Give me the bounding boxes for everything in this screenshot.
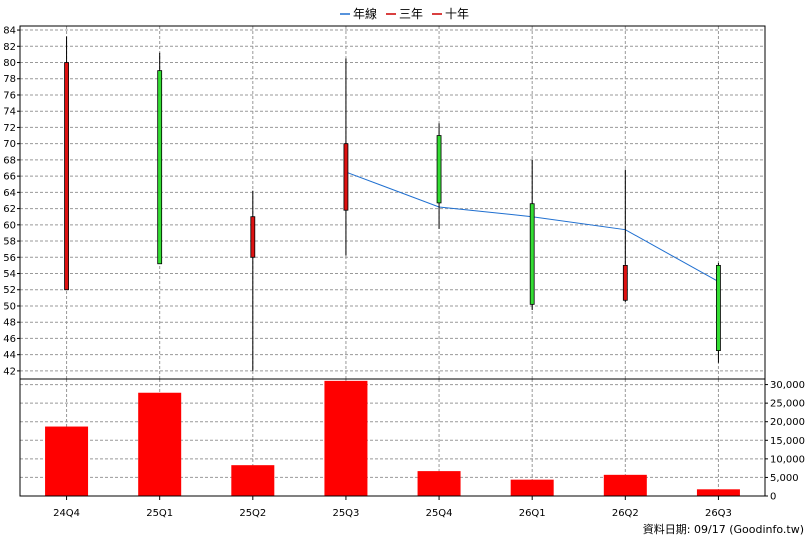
volume-tick-label: 15,000 xyxy=(770,436,805,447)
price-tick-label: 42 xyxy=(3,366,16,377)
price-tick-label: 56 xyxy=(3,253,16,264)
x-axis: 24Q4 25Q1 25Q2 25Q3 25Q4 26Q1 26Q2 26Q3 xyxy=(53,496,732,519)
x-tick-label: 25Q4 xyxy=(426,508,453,519)
price-tick-label: 82 xyxy=(3,42,16,53)
price-tick-label: 46 xyxy=(3,334,16,345)
candle-25Q3 xyxy=(343,58,349,256)
candle-body xyxy=(157,70,163,265)
legend-label-0: 年線 xyxy=(353,6,377,21)
x-tick-label: 25Q3 xyxy=(332,508,359,519)
price-tick-label: 62 xyxy=(3,204,16,215)
legend-label-2: 十年 xyxy=(445,7,469,21)
candle-24Q4 xyxy=(64,36,69,291)
price-tick-label: 68 xyxy=(3,155,16,166)
candle-body xyxy=(529,203,535,305)
volume-panel: 0 5,000 10,000 15,000 20,000 25,000 30,000 xyxy=(19,378,805,503)
price-tick-label: 78 xyxy=(3,74,16,85)
price-tick-label: 58 xyxy=(3,237,16,248)
price-tick-label: 76 xyxy=(3,90,16,101)
volume-bar-24Q4 xyxy=(45,426,89,496)
price-tick-label: 72 xyxy=(3,123,16,134)
candle-body xyxy=(436,135,442,204)
x-tick-label: 25Q1 xyxy=(146,508,173,519)
candle-body xyxy=(622,264,628,301)
price-tick-label: 54 xyxy=(3,269,16,280)
x-tick-label: 26Q3 xyxy=(705,508,732,519)
x-tick-label: 26Q1 xyxy=(519,508,546,519)
candle-26Q3 xyxy=(716,262,721,363)
price-tick-label: 70 xyxy=(3,139,16,150)
price-tick-label: 80 xyxy=(3,58,16,69)
price-tick-label: 60 xyxy=(3,220,16,231)
candle-body xyxy=(64,62,69,291)
price-tick-label: 52 xyxy=(3,285,16,296)
price-tick-label: 66 xyxy=(3,172,16,183)
candle-body xyxy=(250,216,256,258)
candle-25Q2 xyxy=(250,190,256,371)
legend: 年線 三年 十年 xyxy=(340,6,469,21)
candle-25Q1 xyxy=(157,52,163,265)
volume-bar-25Q4 xyxy=(417,471,461,496)
price-panel: 42 44 46 48 50 52 54 56 58 60 62 64 66 68 70 72 74 76 78 80… xyxy=(3,25,766,380)
candle-body xyxy=(343,143,349,211)
price-tick-label: 50 xyxy=(3,301,16,312)
price-tick-label: 74 xyxy=(3,107,16,118)
volume-tick-label: 25,000 xyxy=(770,399,805,410)
price-tick-label: 64 xyxy=(3,188,16,199)
candle-26Q1 xyxy=(529,159,535,311)
volume-tick-label: 20,000 xyxy=(770,417,805,428)
x-tick-label: 24Q4 xyxy=(53,508,80,519)
x-tick-label: 26Q2 xyxy=(612,508,639,519)
price-tick-label: 44 xyxy=(3,350,16,361)
volume-tick-label: 5,000 xyxy=(770,473,799,484)
volume-tick-label: 0 xyxy=(770,492,776,503)
candle-body xyxy=(716,264,721,351)
legend-label-1: 三年 xyxy=(399,7,423,21)
volume-bar-25Q2 xyxy=(231,465,275,496)
volume-tick-label: 30,000 xyxy=(770,380,805,391)
price-tick-label: 48 xyxy=(3,318,16,329)
volume-bar-25Q1 xyxy=(138,392,182,496)
volume-frame xyxy=(19,378,766,497)
volume-bar-26Q3 xyxy=(696,489,740,496)
x-tick-label: 25Q2 xyxy=(239,508,266,519)
candle-25Q4 xyxy=(436,123,442,229)
volume-bar-26Q2 xyxy=(603,474,647,496)
volume-bar-26Q1 xyxy=(510,479,554,496)
candle-26Q2 xyxy=(622,169,628,302)
volume-tick-label: 10,000 xyxy=(770,454,805,465)
data-date-footer: 資料日期: 09/17 (Goodinfo.tw) xyxy=(643,522,804,536)
volume-bar-25Q3 xyxy=(324,380,368,496)
price-tick-label: 84 xyxy=(3,26,16,37)
